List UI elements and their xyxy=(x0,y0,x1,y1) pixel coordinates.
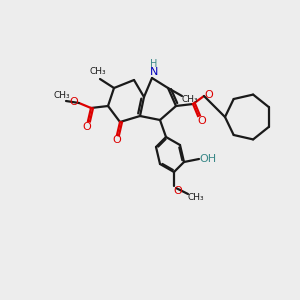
Text: CH₃: CH₃ xyxy=(54,91,70,100)
Text: OH: OH xyxy=(200,154,217,164)
Text: O: O xyxy=(198,116,206,126)
Text: H: H xyxy=(150,59,158,69)
Text: CH₃: CH₃ xyxy=(188,193,204,202)
Text: O: O xyxy=(82,122,91,132)
Text: O: O xyxy=(205,90,213,100)
Text: O: O xyxy=(112,135,122,145)
Text: O: O xyxy=(174,186,182,196)
Text: N: N xyxy=(150,67,158,77)
Text: CH₃: CH₃ xyxy=(182,95,198,104)
Text: O: O xyxy=(70,97,78,107)
Text: CH₃: CH₃ xyxy=(90,67,106,76)
